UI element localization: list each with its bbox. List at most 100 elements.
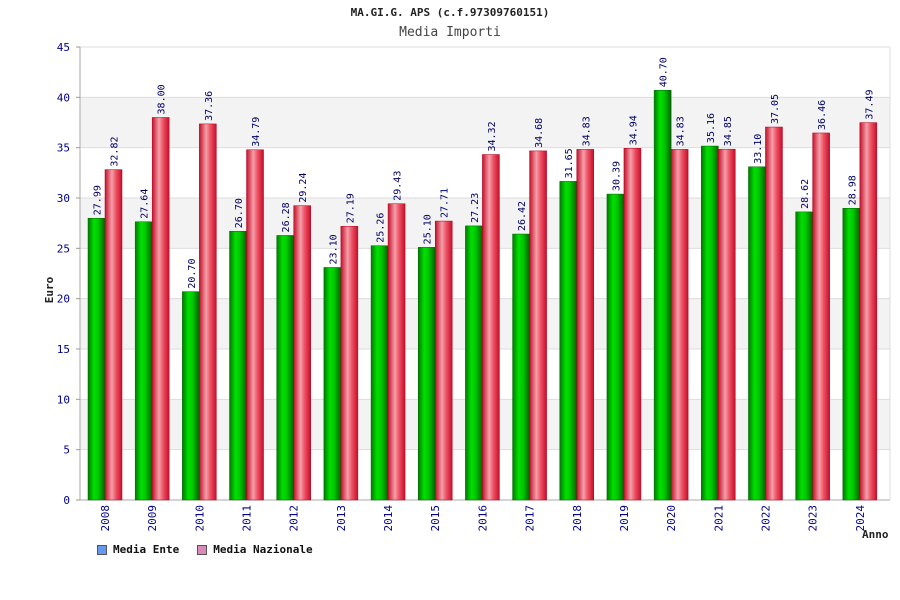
y-tick-label: 40 [57, 91, 70, 104]
y-tick-label: 25 [57, 242, 70, 255]
data-label-media-ente: 31.65 [564, 148, 575, 178]
data-label-media-ente: 20.70 [187, 259, 198, 289]
legend-label-media-ente: Media Ente [113, 543, 180, 556]
data-label-media-nazionale: 32.82 [110, 137, 121, 167]
data-label-media-ente: 27.23 [470, 193, 481, 223]
grid-band [80, 47, 890, 98]
x-tick-label: 2019 [618, 505, 631, 532]
bar-media-nazionale [340, 226, 359, 501]
data-label-media-ente: 27.99 [93, 185, 104, 215]
data-label-media-nazionale: 34.83 [581, 116, 592, 146]
x-tick-label: 2012 [288, 505, 301, 532]
data-label-media-nazionale: 34.68 [534, 118, 545, 148]
x-tick-label: 2021 [712, 505, 725, 532]
data-label-media-ente: 23.10 [328, 234, 339, 264]
data-label-media-nazionale: 27.19 [345, 193, 356, 223]
bar-media-nazionale [482, 154, 500, 501]
x-tick-label: 2013 [335, 505, 348, 532]
data-label-media-nazionale: 36.46 [817, 100, 828, 130]
bar-media-nazionale [623, 148, 642, 501]
y-tick-label: 0 [63, 494, 70, 507]
data-label-media-nazionale: 37.36 [204, 91, 215, 121]
data-label-media-nazionale: 27.71 [440, 188, 451, 218]
data-label-media-ente: 26.42 [517, 201, 528, 231]
chart-title: MA.GI.G. APS (c.f.97309760151) [350, 6, 550, 19]
data-label-media-nazionale: 34.79 [251, 117, 262, 147]
x-axis-title: Anno [862, 528, 889, 541]
chart-subtitle: Media Importi [399, 25, 501, 40]
bar-media-ente [182, 291, 200, 501]
data-label-media-nazionale: 34.32 [487, 121, 498, 151]
x-tick-label: 2008 [99, 505, 112, 532]
y-axis-title: Euro [43, 276, 56, 303]
bar-media-nazionale [812, 132, 830, 501]
data-label-media-nazionale: 29.24 [298, 173, 309, 203]
bar-media-nazionale [718, 148, 736, 501]
y-tick-label: 10 [57, 393, 70, 406]
data-label-media-ente: 25.10 [423, 214, 434, 244]
bar-media-ente [701, 145, 719, 501]
x-tick-label: 2014 [382, 505, 395, 532]
legend-label-media-nazionale: Media Nazionale [213, 543, 313, 556]
data-label-media-ente: 27.64 [140, 189, 151, 219]
y-tick-label: 45 [57, 41, 70, 54]
x-tick-label: 2020 [665, 505, 678, 532]
bar-media-ente [842, 208, 861, 501]
data-label-media-nazionale: 38.00 [157, 84, 168, 114]
bar-media-nazionale [434, 220, 453, 501]
data-label-media-nazionale: 37.49 [864, 89, 875, 119]
bar-media-ente [323, 267, 342, 501]
bar-media-ente [465, 225, 483, 501]
bar-media-ente [370, 245, 389, 501]
legend-swatch-media-nazionale [197, 544, 208, 555]
data-label-media-ente: 26.70 [234, 198, 245, 228]
bar-media-nazionale [529, 150, 547, 501]
y-tick-label: 5 [63, 444, 70, 457]
data-label-media-nazionale: 34.94 [628, 115, 639, 145]
bar-media-ente [417, 247, 436, 501]
bar-media-nazionale [104, 169, 123, 501]
bar-media-nazionale [387, 203, 406, 501]
bar-media-ente [87, 217, 106, 501]
bar-media-ente [276, 235, 294, 501]
x-tick-label: 2015 [429, 505, 442, 532]
x-tick-label: 2017 [524, 505, 537, 532]
data-label-media-nazionale: 29.43 [393, 171, 404, 201]
data-label-media-ente: 26.28 [281, 202, 292, 232]
bar-media-nazionale [199, 123, 217, 501]
x-tick-label: 2018 [571, 505, 584, 532]
bar-media-ente [559, 181, 578, 501]
legend-swatch-media-ente [97, 544, 107, 555]
bar-media-ente [748, 166, 766, 501]
bar-media-nazionale [151, 117, 170, 501]
bar-media-nazionale [765, 126, 783, 501]
y-tick-label: 20 [57, 293, 70, 306]
bar-media-ente [606, 193, 625, 501]
data-label-media-ente: 25.26 [376, 213, 387, 243]
legend-item-media-nazionale: Media Nazionale [197, 543, 313, 556]
x-tick-label: 2024 [854, 505, 867, 532]
x-tick-label: 2023 [807, 505, 820, 532]
x-tick-label: 2011 [241, 505, 254, 532]
bar-media-ente [512, 233, 530, 501]
data-label-media-ente: 28.62 [800, 179, 811, 209]
bar-media-nazionale [246, 149, 264, 501]
bar-media-nazionale [576, 149, 595, 501]
data-label-media-nazionale: 34.85 [723, 116, 734, 146]
x-tick-label: 2010 [193, 505, 206, 532]
data-label-media-ente: 30.39 [611, 161, 622, 191]
bar-media-ente [134, 221, 153, 501]
data-label-media-ente: 28.98 [847, 175, 858, 205]
x-tick-label: 2016 [476, 505, 489, 532]
bar-media-ente [795, 211, 813, 501]
bar-media-ente [653, 90, 672, 501]
data-label-media-nazionale: 37.05 [770, 94, 781, 124]
legend-item-media-ente: Media Ente [97, 543, 179, 556]
x-tick-label: 2009 [146, 505, 159, 532]
data-label-media-ente: 40.70 [659, 57, 670, 87]
y-tick-label: 15 [57, 343, 70, 356]
legend: Media Ente Media Nazionale [97, 543, 313, 556]
data-label-media-nazionale: 34.83 [676, 116, 687, 146]
bar-media-ente [229, 230, 247, 501]
